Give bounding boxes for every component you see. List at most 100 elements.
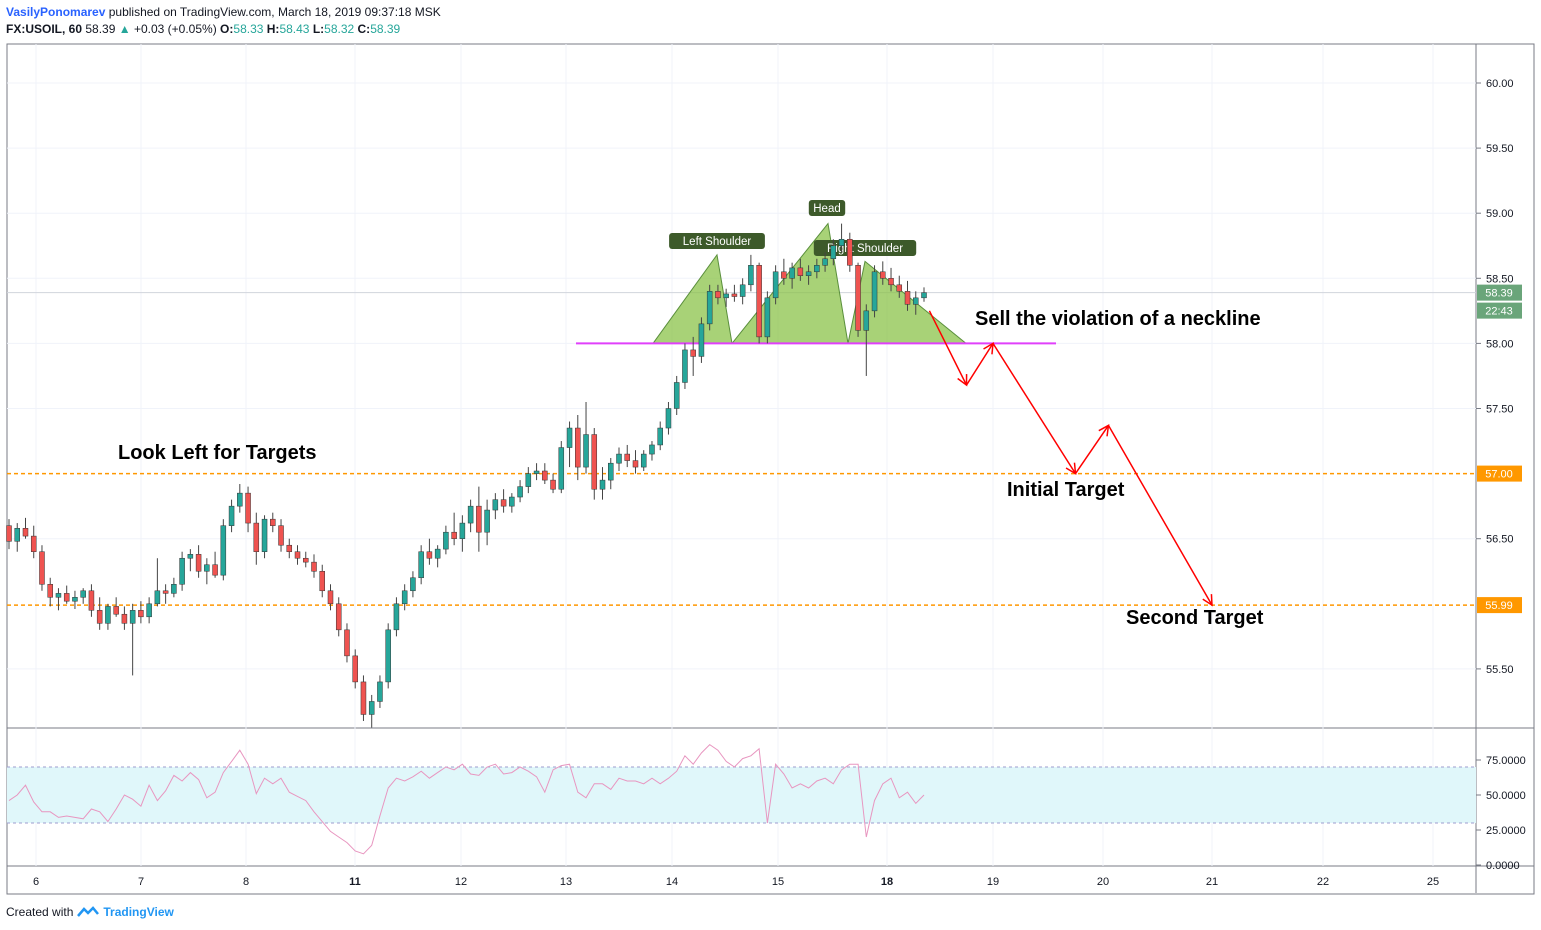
author-link[interactable]: VasilyPonomarev xyxy=(6,5,106,19)
candle-body xyxy=(880,271,886,279)
candle-body xyxy=(459,522,466,539)
candle-body xyxy=(377,681,383,702)
candle-body xyxy=(63,593,70,602)
candle-body xyxy=(360,681,367,715)
candle-body xyxy=(855,265,861,331)
up-arrow-icon: ▲ xyxy=(118,22,131,36)
projection-segment xyxy=(928,310,968,386)
rsi-tick-label: 75.0000 xyxy=(1486,755,1526,767)
candle-body xyxy=(138,610,144,618)
candle-body xyxy=(533,470,540,474)
close-label: C: xyxy=(357,22,371,36)
candle-body xyxy=(822,258,828,266)
candle-body xyxy=(657,427,663,446)
candle-body xyxy=(896,284,903,292)
high-value: 58.43 xyxy=(279,22,310,36)
time-tick-label: 13 xyxy=(560,876,572,888)
time-tick-label: 12 xyxy=(455,876,467,888)
candle-body xyxy=(344,629,350,657)
candle-body xyxy=(327,590,334,605)
publication-info: VasilyPonomarev published on TradingView… xyxy=(6,5,441,19)
candle-body xyxy=(756,265,762,338)
candle-body xyxy=(451,531,457,539)
candle-body xyxy=(509,496,515,507)
candle-body xyxy=(690,349,696,357)
candle-body xyxy=(715,291,721,299)
candle-body xyxy=(632,460,639,468)
candle-body xyxy=(401,590,408,605)
ohlc-legend: FX:USOIL, 60 58.39 ▲ +0.03 (+0.05%) O:58… xyxy=(6,22,400,36)
candle-body xyxy=(608,462,614,481)
candle-body xyxy=(772,271,779,299)
target-level-badge xyxy=(1477,597,1522,614)
time-tick-label: 19 xyxy=(987,876,999,888)
candle-body xyxy=(838,238,845,247)
candle-body xyxy=(179,557,185,585)
left-shoulder-label-bg xyxy=(669,233,765,249)
candle-body xyxy=(797,267,804,276)
candle-body xyxy=(311,561,317,572)
candle-body xyxy=(616,453,622,464)
candle-body xyxy=(14,528,20,542)
rsi-pane: 75.0000 50.0000 25.0000 0.0000 xyxy=(7,743,1526,872)
candle-body xyxy=(303,557,309,563)
candle-body xyxy=(72,597,78,602)
current-price-badge xyxy=(1477,284,1522,301)
candle-body xyxy=(476,505,482,533)
candle-body xyxy=(566,427,573,448)
candle-body xyxy=(706,291,713,325)
candle-body xyxy=(434,548,441,559)
candle-body xyxy=(80,590,86,598)
candle-body xyxy=(187,554,194,559)
candle-body xyxy=(270,518,276,526)
target-level-label: 57.00 xyxy=(1485,469,1513,481)
look-left-annotation: Look Left for Targets xyxy=(118,442,317,464)
candle-body xyxy=(228,505,235,526)
candle-body xyxy=(492,499,499,511)
candle-body xyxy=(212,564,218,576)
time-tick-label: 20 xyxy=(1097,876,1109,888)
candle-body xyxy=(748,265,754,286)
candle-body xyxy=(195,554,202,572)
time-tick-label: 21 xyxy=(1206,876,1218,888)
open-label: O: xyxy=(220,22,234,36)
price-tick-label: 59.50 xyxy=(1486,143,1514,155)
candle-body xyxy=(121,613,128,624)
price-tick-label: 57.50 xyxy=(1486,404,1514,416)
tradingview-link[interactable]: TradingView xyxy=(103,905,174,919)
candle-body xyxy=(640,453,647,468)
candle-body xyxy=(583,434,589,468)
initial-target-annotation: Initial Target xyxy=(1007,479,1125,501)
candle-body xyxy=(814,265,820,273)
candle-body xyxy=(500,499,507,507)
candle-body xyxy=(105,606,111,624)
price-tick-label: 55.50 xyxy=(1486,664,1514,676)
candle-body xyxy=(286,544,293,552)
time-tick-label: 25 xyxy=(1427,876,1439,888)
grid xyxy=(7,44,1476,866)
candle-body xyxy=(542,470,548,481)
footer: Created with TradingView xyxy=(6,905,174,919)
published-text: published on TradingView.com, March 18, … xyxy=(108,5,441,19)
arrowhead xyxy=(983,342,994,355)
arrowhead xyxy=(1065,462,1077,475)
target-level-label: 55.99 xyxy=(1485,600,1513,612)
time-tick-label: 14 xyxy=(666,876,678,888)
rsi-tick-label: 25.0000 xyxy=(1486,825,1526,837)
candle-body xyxy=(665,408,672,429)
candle-body xyxy=(385,629,391,683)
candle-body xyxy=(781,271,787,279)
candle-body xyxy=(467,505,474,524)
arrowhead xyxy=(1098,424,1110,437)
projection-segment xyxy=(1107,425,1213,606)
candle-body xyxy=(731,293,738,297)
candle-body xyxy=(113,606,119,615)
price-tick-label: 58.50 xyxy=(1486,273,1514,285)
candle-body xyxy=(888,278,894,286)
projection-arrows xyxy=(928,310,1213,607)
candle-body xyxy=(30,535,37,552)
candle-body xyxy=(484,509,490,533)
rsi-band xyxy=(7,767,1476,823)
rsi-tick-label: 50.0000 xyxy=(1486,790,1526,802)
